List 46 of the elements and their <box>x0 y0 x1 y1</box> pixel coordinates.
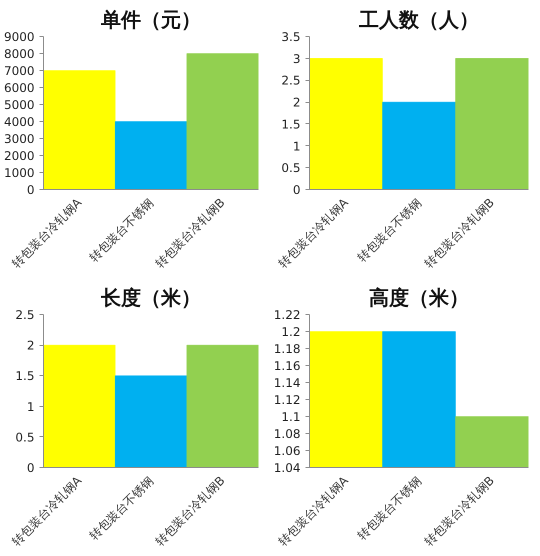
x-tick-label: 转包装台冷轧钢A <box>276 194 352 271</box>
y-tick-label: 2.5 <box>281 74 301 88</box>
y-tick-label: 1000 <box>4 166 35 180</box>
y-tick-label: 3.5 <box>281 30 301 44</box>
y-tick-label: 1.22 <box>274 308 300 322</box>
y-tick-label: 4000 <box>4 115 35 129</box>
y-tick-label: 9000 <box>4 30 35 44</box>
y-tick-label: 2.5 <box>15 308 35 322</box>
y-tick-label: 1.08 <box>274 427 300 441</box>
x-tick-label: 转包装台不锈钢 <box>354 474 424 543</box>
y-tick-label: 0 <box>26 183 35 197</box>
y-tick-label: 7000 <box>4 64 35 78</box>
x-tick-label: 转包装台不锈钢 <box>354 196 424 265</box>
x-tick-label: 转包装台冷轧钢A <box>9 194 85 271</box>
y-tick-label: 1.2 <box>281 325 301 339</box>
y-tick-label: 3000 <box>4 132 35 146</box>
x-tick-label: 转包装台冷轧钢A <box>9 472 85 549</box>
y-tick-label: 6000 <box>4 81 35 95</box>
y-tick-label: 1.18 <box>274 342 300 356</box>
chart-title: 高度（米） <box>369 286 469 310</box>
y-tick-label: 0.5 <box>15 430 35 444</box>
y-tick-label: 2000 <box>4 149 35 163</box>
y-tick-label: 0.5 <box>281 161 301 176</box>
y-tick-label: 2 <box>292 96 301 110</box>
y-tick-label: 3 <box>292 52 301 66</box>
y-tick-label: 1.12 <box>274 393 300 407</box>
y-tick-label: 1 <box>26 400 35 414</box>
y-tick-label: 2 <box>26 338 35 353</box>
y-tick-label: 1.04 <box>274 461 300 475</box>
x-tick-label: 转包装台冷轧钢B <box>422 474 497 549</box>
y-tick-label: 8000 <box>4 47 35 61</box>
y-tick-label: 1.06 <box>274 444 300 458</box>
y-tick-label: 1.5 <box>281 117 301 132</box>
y-tick-label: 1.16 <box>274 359 300 373</box>
chart-title: 长度（米） <box>100 286 201 310</box>
y-tick-label: 1 <box>292 139 301 154</box>
y-tick-label: 0 <box>26 461 35 475</box>
chart-title: 工人数（人） <box>358 8 479 32</box>
chart-title: 单件（元） <box>100 8 201 32</box>
x-tick-label: 转包装台冷轧钢A <box>276 472 352 549</box>
x-tick-label: 转包装台冷轧钢B <box>422 196 497 271</box>
y-tick-label: 5000 <box>4 98 35 112</box>
y-tick-label: 1.14 <box>274 376 300 390</box>
y-tick-label: 0 <box>292 183 301 197</box>
y-tick-label: 1.5 <box>15 369 35 384</box>
y-tick-label: 1.1 <box>281 410 301 424</box>
